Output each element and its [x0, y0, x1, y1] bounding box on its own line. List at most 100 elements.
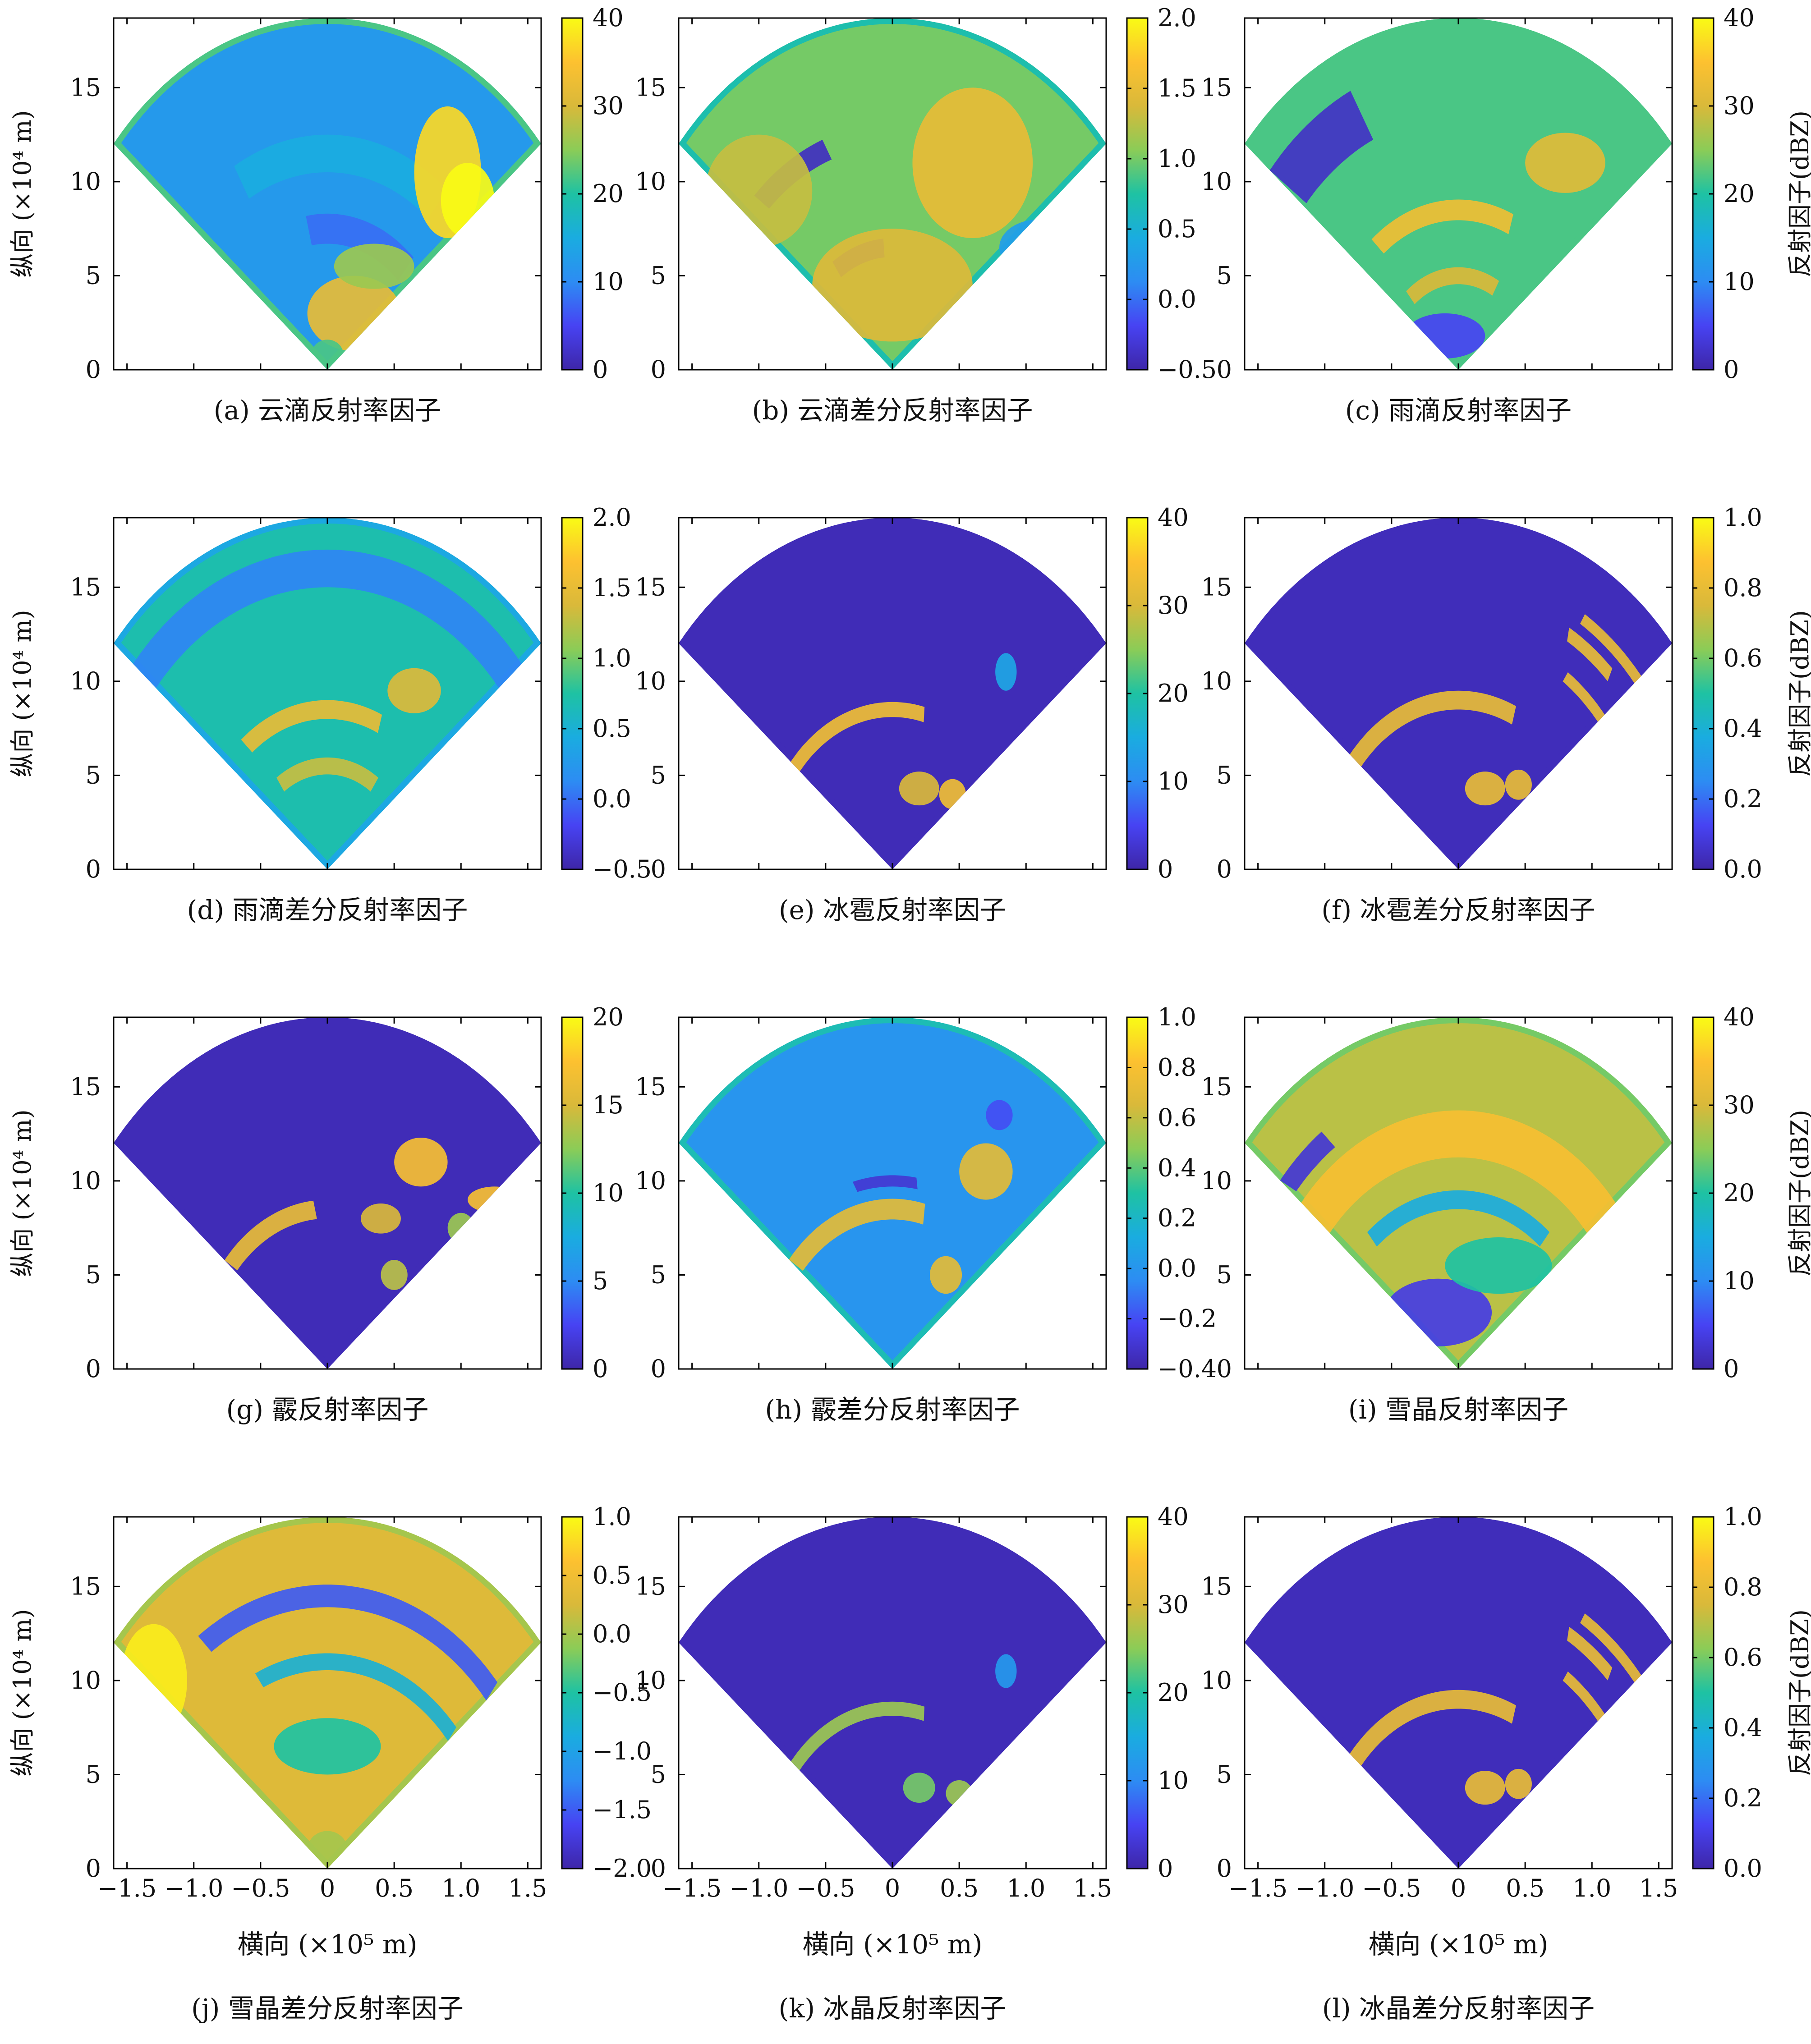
colorbar: [561, 517, 584, 870]
colorbar-tick-label: −1.5: [593, 1796, 652, 1824]
y-tick-label: 10: [635, 1666, 666, 1695]
colorbar-tick-label: 40: [593, 4, 624, 32]
colorbar-label: 反射因子(dBZ): [1786, 1110, 1811, 1277]
colorbar-tick-label: 0: [1158, 1854, 1173, 1883]
y-tick-label: 5: [86, 261, 101, 289]
panel-caption: (e) 冰雹反射率因子: [779, 895, 1006, 925]
panel-d: 0 5 10 15 −0.5 0.0 0.5 1.0 1.5 2.0 纵向 (×10⁴ m) (d) …: [8, 503, 652, 925]
colorbar-tick-label: 30: [1158, 591, 1189, 620]
echo-band: [1580, 614, 1647, 691]
x-axis-label: 横向 (×10⁵ m): [803, 1929, 983, 1960]
x-tick-label: 0.5: [1506, 1874, 1544, 1902]
radar-field: [679, 1017, 1106, 1369]
y-tick-label: 0: [86, 355, 101, 384]
x-tick-label: 0: [320, 1874, 335, 1902]
echo-band: [234, 134, 447, 219]
y-tick-label: 5: [1217, 1760, 1232, 1788]
panel-b: 0 5 10 15 −0.5 0.0 0.5 1.0 1.5 2.0 (b) 云滴差分反射率因子: [635, 4, 1217, 426]
echo-band: [1567, 627, 1613, 681]
colorbar-tick-label: −0.5: [1158, 355, 1217, 384]
echo-band: [1280, 1131, 1335, 1191]
colorbar-tick-label: 1.0: [1724, 1502, 1762, 1531]
y-tick-label: 0: [86, 1854, 101, 1883]
echo-cell: [334, 243, 414, 289]
y-tick-label: 15: [635, 73, 666, 101]
y-tick-label: 0: [86, 1355, 101, 1383]
colorbar-tick-label: 0.4: [1724, 1713, 1762, 1742]
colorbar-tick-label: 0: [1724, 1355, 1739, 1383]
radar-field: [1245, 1017, 1672, 1369]
echo-cell: [929, 1256, 962, 1294]
y-tick-label: 15: [70, 73, 101, 101]
colorbar-tick-label: 0.2: [1724, 1784, 1762, 1812]
colorbar-tick-label: 20: [593, 1003, 624, 1031]
colorbar-tick-label: 15: [593, 1091, 624, 1119]
echo-band: [198, 1585, 498, 1701]
echo-cell: [959, 1143, 1013, 1200]
colorbar-tick-label: 0.5: [593, 714, 631, 743]
colorbar-tick-label: 10: [593, 1179, 624, 1207]
radar-field: [114, 1517, 541, 1869]
x-tick-label: 1.0: [1572, 1874, 1611, 1902]
colorbar-tick-label: −0.4: [1158, 1355, 1217, 1383]
colorbar: [1126, 1016, 1149, 1370]
echo-band: [241, 700, 382, 753]
colorbar-tick-label: 0: [593, 1355, 608, 1383]
y-tick-label: 5: [86, 761, 101, 789]
y-tick-label: 15: [1201, 573, 1232, 601]
y-tick-label: 5: [651, 1260, 666, 1289]
colorbar: [1692, 1516, 1714, 1869]
colorbar-tick-label: −0.5: [593, 855, 652, 883]
x-tick-label: 0: [885, 1874, 900, 1902]
y-tick-label: 0: [1217, 1355, 1232, 1383]
x-tick-label: −0.5: [1362, 1874, 1421, 1902]
panel-l: −1.5 −1.0 −0.5 0 0.5 1.0 1.5 0 5 10 15 0.0 0.2 0.4 0.6…: [1201, 1502, 1811, 2024]
panel-g: 0 5 10 15 0 5 10 15 20 纵向 (×10⁴ m) (g) 霰反射率因子: [8, 1003, 624, 1425]
colorbar-tick-label: 1.0: [1158, 144, 1196, 173]
colorbar: [1692, 517, 1714, 870]
y-tick-label: 0: [651, 355, 666, 384]
panel-caption: (k) 冰晶反射率因子: [779, 1993, 1007, 2024]
echo-band: [1406, 267, 1499, 304]
y-tick-label: 0: [86, 855, 101, 883]
colorbar-tick-label: 0.0: [1724, 855, 1762, 883]
y-tick-label: 5: [1217, 761, 1232, 789]
colorbar-tick-label: 1.0: [1158, 1003, 1196, 1031]
echo-band: [276, 757, 378, 792]
x-tick-label: 1.5: [508, 1874, 547, 1902]
y-tick-label: 0: [651, 1854, 666, 1883]
y-axis-label: 纵向 (×10⁴ m): [8, 110, 37, 277]
colorbar-tick-label: 0.4: [1724, 714, 1762, 743]
y-tick-label: 0: [651, 855, 666, 883]
panel-caption: (f) 冰雹差分反射率因子: [1321, 895, 1595, 925]
panel-caption: (j) 雪晶差分反射率因子: [191, 1993, 464, 2024]
y-tick-label: 5: [1217, 261, 1232, 289]
echo-cell: [381, 1260, 408, 1290]
colorbar-tick-label: 2.0: [593, 503, 631, 532]
field-edge: [1245, 18, 1672, 370]
y-tick-label: 10: [70, 1666, 101, 1695]
panel-h: 0 5 10 15 −0.4 −0.2 0.0 0.2 0.4 0.6 0.8 1.0 (h) 霰差分反…: [635, 1003, 1217, 1425]
x-tick-label: −1.0: [1295, 1874, 1354, 1902]
colorbar-tick-label: 0.5: [1158, 215, 1196, 243]
colorbar-tick-label: 30: [1158, 1590, 1189, 1619]
echo-band: [788, 1701, 924, 1773]
x-tick-label: −1.5: [662, 1874, 722, 1902]
y-tick-label: 10: [70, 1167, 101, 1195]
colorbar-label: 反射因子(dBZ): [1786, 610, 1811, 777]
echo-cell: [986, 1100, 1013, 1130]
echo-band: [1580, 1613, 1647, 1690]
echo-band: [255, 1653, 456, 1741]
echo-cell: [1525, 133, 1605, 193]
colorbar-tick-label: 1.5: [1158, 74, 1196, 102]
colorbar-tick-label: 20: [1158, 1678, 1189, 1707]
y-tick-label: 5: [1217, 1260, 1232, 1289]
y-axis-label: 纵向 (×10⁴ m): [8, 1109, 37, 1277]
panel-caption: (c) 雨滴反射率因子: [1345, 395, 1572, 426]
colorbar-tick-label: 0: [1158, 855, 1173, 883]
x-tick-label: −1.5: [97, 1874, 156, 1902]
y-tick-label: 10: [1201, 1666, 1232, 1695]
y-tick-label: 5: [651, 1760, 666, 1788]
echo-cell: [995, 653, 1017, 691]
y-tick-label: 10: [70, 667, 101, 695]
